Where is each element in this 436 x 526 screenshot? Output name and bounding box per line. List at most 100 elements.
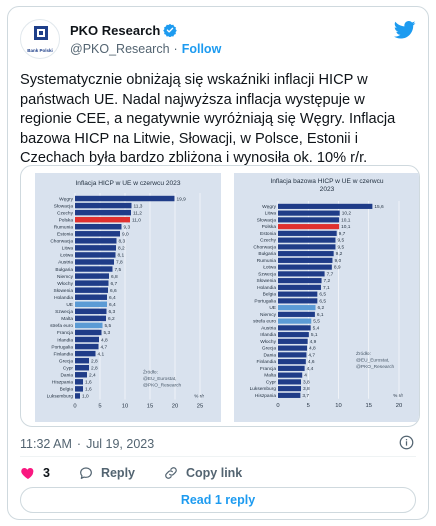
y-category-label: Grecja: [262, 346, 276, 352]
y-category-label: Bułgaria: [258, 251, 276, 257]
chart-bar: [75, 315, 106, 322]
bar-value-label: 5,5: [313, 319, 320, 325]
bar-value-label: 3,8: [303, 386, 310, 392]
chart-bar: [75, 231, 120, 237]
chart-bar: [278, 325, 311, 331]
y-category-label: Węgry: [59, 196, 73, 202]
bar-value-label: 6,2: [318, 305, 325, 311]
y-category-label: Grecja: [59, 358, 73, 364]
twitter-bird-icon[interactable]: [394, 21, 416, 39]
y-category-label: Estonia: [57, 232, 73, 238]
bar-value-label: 7,8: [116, 260, 123, 266]
chart-bar: [75, 238, 117, 244]
y-category-label: Czechy: [57, 210, 74, 216]
bar-value-label: 9,2: [336, 251, 343, 257]
y-category-label: Litwa: [62, 246, 74, 252]
bar-value-label: 7,1: [323, 285, 330, 291]
chart-bar: [278, 217, 340, 223]
heart-icon: [21, 468, 34, 479]
bar-value-label: 8,9: [334, 265, 341, 271]
bar-value-label: 6,3: [109, 309, 116, 315]
source-note: @EU_Eurostat,: [143, 376, 176, 382]
chart-bar: [75, 195, 175, 202]
reply-bubble-icon: [80, 467, 92, 479]
author-handle[interactable]: @PKO_Research: [70, 42, 170, 56]
chart-bar: [278, 264, 332, 270]
avatar-text: Bank Polski: [27, 48, 53, 53]
y-category-label: strefa euro: [50, 323, 73, 329]
y-category-label: Słowacja: [54, 203, 74, 209]
y-category-label: Słowenia: [257, 278, 277, 284]
chart-bar: [75, 224, 122, 230]
bar-value-label: 8,2: [118, 246, 125, 252]
chart-bar: [278, 284, 321, 290]
chart-bar: [75, 209, 131, 216]
follow-button[interactable]: Follow: [181, 42, 222, 56]
chart-bar: [278, 278, 322, 284]
x-tick-label: 10: [122, 403, 128, 409]
chart-bar: [75, 252, 116, 258]
bar-value-label: 9,0: [122, 232, 129, 238]
link-icon: [165, 467, 177, 479]
bar-value-label: 3,7: [302, 393, 309, 399]
bar-value-label: 6,5: [319, 292, 326, 298]
avatar[interactable]: Bank Polski: [20, 19, 60, 59]
bar-value-label: 3,8: [303, 379, 310, 385]
y-category-label: Chorwacja: [50, 239, 73, 245]
y-category-label: Szwecja: [258, 271, 276, 277]
chart-bar: [75, 280, 109, 286]
chart-bar: [278, 338, 308, 344]
tweet-date: Jul 19, 2023: [86, 437, 155, 451]
chart-bar: [278, 365, 305, 371]
y-category-label: Estonia: [260, 231, 276, 237]
reply-button[interactable]: Reply: [78, 465, 135, 481]
y-category-label: Irlandia: [260, 332, 276, 338]
y-category-label: Rumunia: [54, 224, 74, 230]
bar-value-label: 1,0: [82, 394, 89, 400]
read-replies-button[interactable]: Read 1 reply: [20, 487, 416, 513]
x-tick-label: 0: [73, 403, 76, 409]
x-tick-label: 15: [147, 403, 153, 409]
bar-value-label: 4,6: [308, 359, 315, 365]
tweet-media[interactable]: Inflacja HICP w UE w czerwcu 2023 0 5 10 15 2…: [20, 165, 420, 427]
chart-bar: [278, 379, 301, 385]
bar-value-label: 4,1: [98, 351, 105, 357]
chart-bar: [278, 352, 307, 358]
x-tick-label: 5: [307, 403, 310, 409]
chart-bar: [75, 202, 132, 209]
timestamp-dot: ·: [76, 437, 82, 451]
bar-value-label: 7,2: [324, 278, 331, 284]
y-category-label: UE: [66, 302, 73, 308]
tweet-timestamp[interactable]: 11:32 AM · Jul 19, 2023: [20, 437, 154, 451]
chart-bar: [278, 298, 318, 304]
like-button[interactable]: 3: [20, 465, 50, 481]
bar-value-label: 10,1: [341, 217, 351, 223]
author-names: PKO Research @PKO_Research · Follow: [70, 21, 222, 57]
bar-value-label: 2,8: [91, 365, 98, 371]
display-name[interactable]: PKO Research: [70, 22, 161, 38]
x-tick-label: 15: [366, 403, 372, 409]
chart-panel-core-hicp: Inflacja bazowa HICP w UE w czerwcu 2023 0…: [234, 173, 419, 422]
chart-bar: [75, 294, 107, 300]
bar-value-label: 15,6: [374, 204, 384, 210]
tweet-card: Bank Polski PKO Research @PKO_Research ·…: [7, 6, 429, 520]
chart-bar: [75, 386, 83, 392]
unit-label: % r/r: [194, 393, 204, 398]
y-category-label: Szwecja: [55, 309, 73, 315]
chart-bar: [278, 345, 308, 351]
chart-bar: [278, 359, 306, 365]
bar-value-label: 9,3: [124, 224, 131, 230]
chart-bar: [278, 311, 315, 317]
y-category-label: Chorwacja: [253, 244, 276, 250]
y-category-label: Holandia: [257, 285, 276, 291]
y-category-label: Francja: [260, 366, 276, 372]
chart-bar: [75, 322, 103, 329]
chart-bar: [278, 305, 316, 311]
chart-bar: [278, 257, 333, 263]
copy-link-button[interactable]: Copy link: [163, 465, 242, 481]
bar-value-label: 4,8: [309, 346, 316, 352]
info-icon[interactable]: [399, 435, 414, 450]
bar-value-label: 8,1: [118, 253, 125, 259]
unit-label: % r/r: [393, 393, 403, 398]
bar-value-label: 11,0: [132, 217, 141, 223]
